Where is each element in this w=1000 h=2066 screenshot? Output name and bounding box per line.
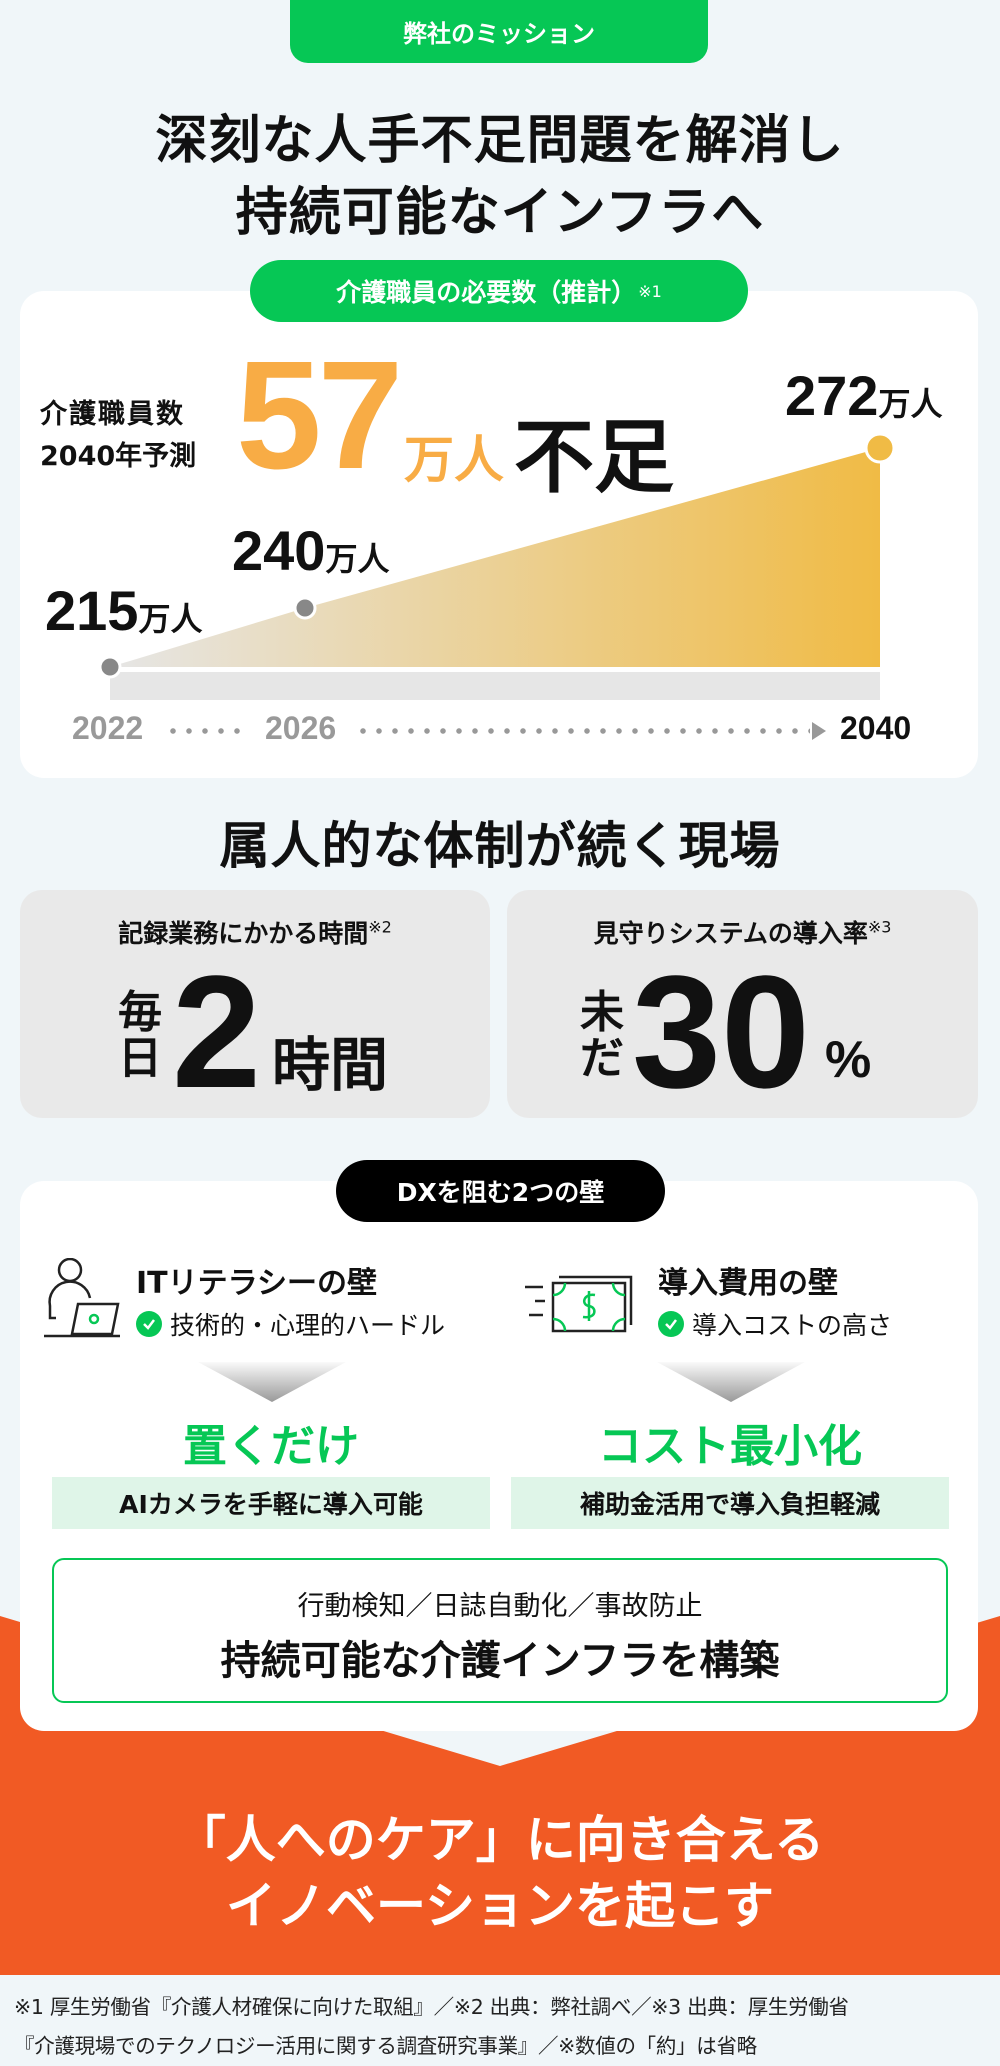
record-time-card: 記録業務にかかる時間※2 毎日 2 時間 (20, 890, 490, 1118)
year-2026: 2026 (265, 710, 337, 746)
card-value: 30 (632, 942, 810, 1121)
chart-baseline-band (110, 672, 880, 700)
conclusion-text: 持続可能な介護インフラを構築 (220, 1638, 780, 1684)
data-point-2026 (293, 596, 317, 620)
page-title-line2: 持続可能なインフラへ (235, 183, 765, 243)
vision-line1: 「人へのケア」に向き合える (175, 1811, 825, 1869)
card-prefix: 未だ (580, 987, 624, 1084)
barriers-pill: DXを阻む2つの壁 (336, 1160, 665, 1222)
timeline-dots (165, 728, 245, 734)
timeline-dots (355, 728, 810, 734)
mission-tab-label: 弊社のミッション (403, 20, 595, 48)
solution-easy: 置くだけ (183, 1421, 359, 1472)
data-point-2040 (864, 432, 896, 464)
situation-heading: 属人的な体制が続く現場 (219, 817, 781, 875)
footnote-line1: ※1 厚生労働省『介護人材確保に向けた取組』／※2 出典：弊社調べ／※3 出典：… (14, 1995, 849, 2019)
demand-chart (98, 432, 896, 700)
card-suffix: % (825, 1031, 872, 1089)
vision-line2: イノベーションを起こす (226, 1877, 774, 1935)
solution-cost: コスト最小化 (598, 1421, 862, 1472)
barrier-detail-cost: 導入コストの高さ (658, 1306, 892, 1342)
card-value: 2 (172, 942, 261, 1121)
forecast-year: 2040年予測 (40, 441, 197, 472)
demand-pill: 介護職員の必要数（推計） ※1 (250, 260, 748, 322)
adoption-rate-card: 見守りシステムの導入率※3 未だ 30 % (507, 890, 978, 1118)
card-suffix: 時間 (272, 1031, 389, 1099)
barrier-detail-it: 技術的・心理的ハードル (136, 1306, 445, 1342)
shortage-unit: 万人 (404, 431, 504, 489)
data-point-2022 (98, 655, 122, 679)
arrow-right-icon (812, 722, 826, 740)
value-label-2022: 215万人 (45, 579, 203, 642)
demand-pill-label: 介護職員の必要数（推計） (336, 278, 637, 307)
check-icon (658, 1311, 684, 1337)
mission-tab: 弊社のミッション (290, 0, 708, 63)
year-2022: 2022 (72, 710, 144, 746)
person-laptop-icon (44, 1258, 120, 1338)
solution-detail-cost: 補助金活用で導入負担軽減 (511, 1477, 949, 1529)
solution-detail-easy: AIカメラを手軽に導入可能 (52, 1477, 490, 1529)
infrastructure-box: 行動検知／日誌自動化／事故防止 持続可能な介護インフラを構築 (52, 1558, 948, 1703)
card-label: 記録業務にかかる時間※2 (118, 917, 392, 948)
check-icon (136, 1311, 162, 1337)
features-text: 行動検知／日誌自動化／事故防止 (297, 1591, 703, 1622)
forecast-label: 介護職員数 (40, 399, 185, 430)
footnote-line2: 『介護現場でのテクノロジー活用に関する調査研究事業』／※数値の「約」は省略 (14, 2034, 757, 2058)
shortage-number: 57 (236, 329, 403, 501)
year-2040: 2040 (840, 710, 912, 746)
shortage-word: 不足 (514, 411, 674, 504)
value-label-2040: 272万人 (785, 364, 943, 427)
page-title-line1: 深刻な人手不足問題を解消し (155, 111, 845, 171)
footnote-ref: ※1 (638, 281, 662, 301)
card-prefix: 毎日 (118, 987, 162, 1084)
money-bill-icon (525, 1275, 633, 1333)
card-label: 見守りシステムの導入率※3 (593, 917, 892, 948)
barrier-title-it: ITリテラシーの壁 (136, 1266, 378, 1301)
value-label-2026: 240万人 (232, 519, 390, 582)
barrier-title-cost: 導入費用の壁 (658, 1266, 838, 1301)
